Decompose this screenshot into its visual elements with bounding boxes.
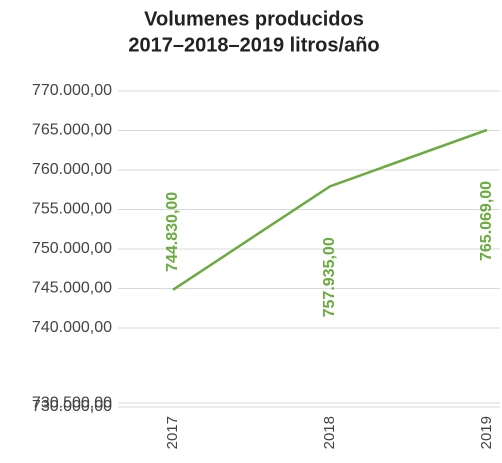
y-tick-label: 730.000,00 [32,398,112,415]
x-tick-label: 2017 [164,416,181,449]
data-label: 757.935,00 [321,237,338,317]
chart-title: Volumenes producidos [144,8,364,30]
x-tick-label: 2018 [321,416,338,449]
y-tick-label: 770.000,00 [32,82,112,99]
y-tick-label: 750.000,00 [32,240,112,257]
chart-title: 2017–2018–2019 litros/año [128,34,379,56]
y-tick-label: 740.000,00 [32,319,112,336]
y-tick-label: 760.000,00 [32,161,112,178]
x-tick-label: 2019 [478,416,495,449]
data-label: 765.069,00 [478,181,495,261]
y-tick-label: 765.000,00 [32,122,112,139]
y-tick-label: 730.500,00 [32,394,112,411]
data-label: 744.830,00 [164,192,181,272]
line [172,128,488,291]
y-tick-label: 745.000,00 [32,280,112,297]
y-tick-label: 755.000,00 [32,201,112,218]
